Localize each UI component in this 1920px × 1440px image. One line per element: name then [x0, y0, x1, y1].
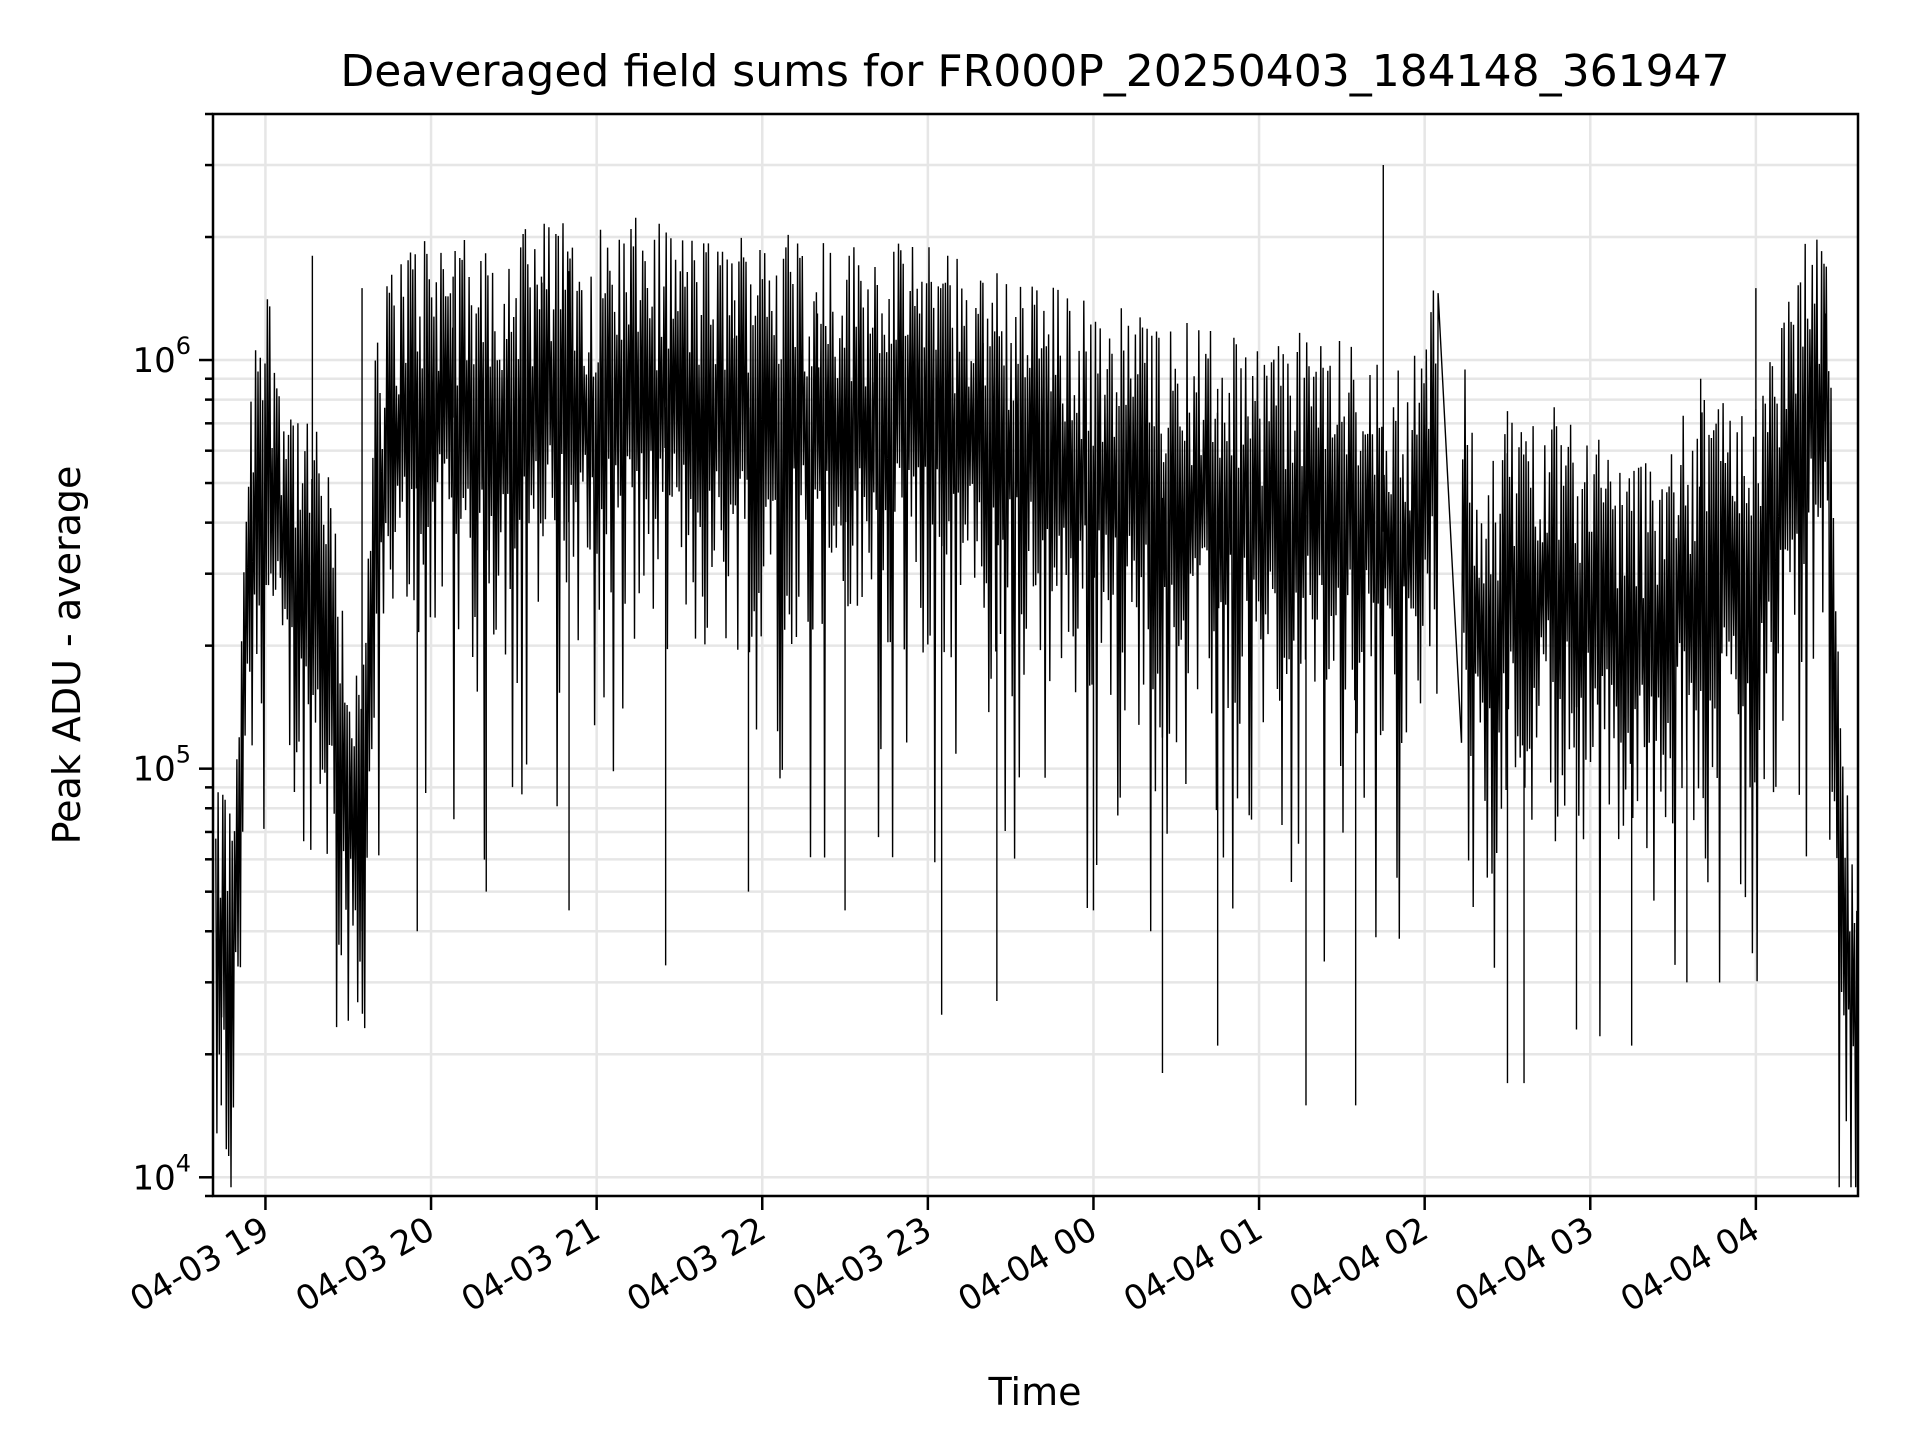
x-tick-label: 04-03 19: [124, 1209, 276, 1320]
y-axis: 104 105 106: [132, 332, 191, 1198]
series-line: [215, 217, 1859, 1188]
x-tick-label: 04-04 03: [1448, 1209, 1600, 1320]
x-tick-label: 04-04 01: [1117, 1209, 1269, 1320]
x-tick-label: 04-03 23: [786, 1209, 938, 1320]
x-axis-label: Time: [988, 1370, 1082, 1414]
x-tick-label: 04-03 22: [620, 1209, 772, 1320]
x-axis: 04-03 19 04-03 20 04-03 21 04-03 22 04-03 23…: [124, 1209, 1767, 1320]
x-tick-label: 04-04 02: [1283, 1209, 1435, 1320]
plot-area: [215, 165, 1859, 1188]
y-tick-label: 104: [132, 1149, 191, 1198]
plot-frame: [211, 112, 1860, 1198]
x-tick-label: 04-04 00: [952, 1209, 1104, 1320]
y-axis-label: Peak ADU - average: [45, 466, 89, 845]
chart-title: Deaveraged field sums for FR000P_2025040…: [340, 46, 1729, 97]
y-tick-label: 105: [132, 741, 191, 790]
x-tick-label: 04-03 21: [455, 1209, 607, 1320]
axis-ticks: [199, 112, 1758, 1210]
x-tick-label: 04-03 20: [289, 1209, 441, 1320]
x-tick-label: 04-04 04: [1614, 1209, 1766, 1320]
y-tick-label: 106: [132, 332, 191, 381]
